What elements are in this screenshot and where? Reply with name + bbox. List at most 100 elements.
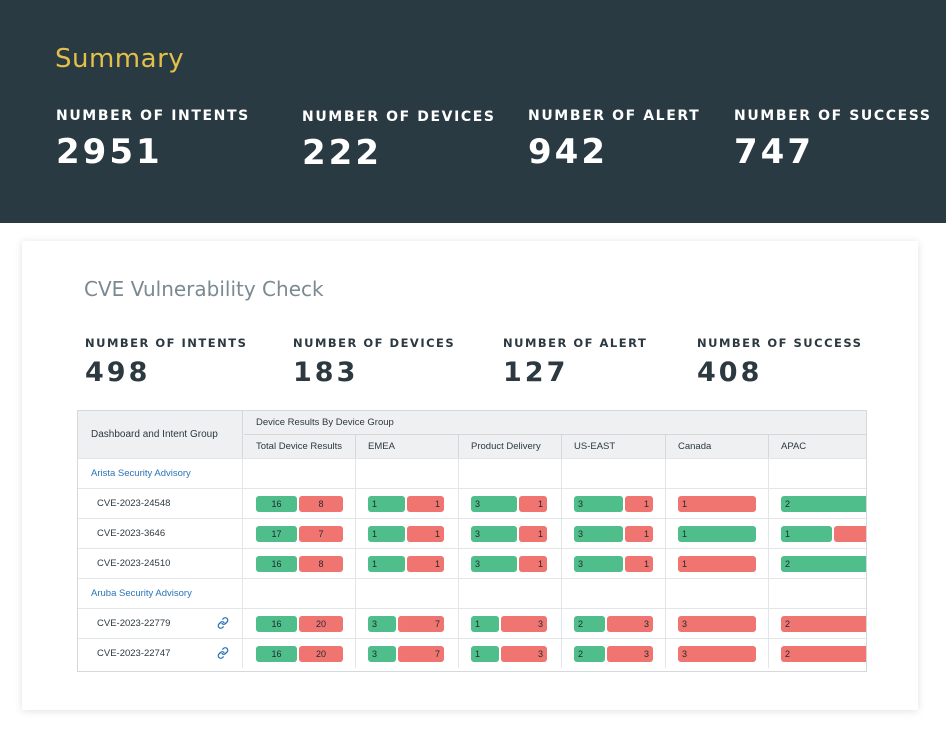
link-icon[interactable] bbox=[217, 647, 229, 659]
success-count-bar[interactable]: 3 bbox=[471, 496, 517, 512]
alert-count-bar[interactable]: 3 bbox=[607, 646, 653, 662]
result-cell-total-device-results: 16 20 bbox=[244, 639, 356, 668]
success-count-bar[interactable]: 1 bbox=[368, 556, 405, 572]
success-count-bar[interactable]: 2 bbox=[781, 556, 866, 572]
alert-count-bar[interactable]: 1 bbox=[678, 496, 756, 512]
card-stat-success: NUMBER OF SUCCESS 408 bbox=[697, 336, 862, 388]
result-cell-canada: 1 bbox=[666, 519, 769, 548]
success-count-bar[interactable]: 16 bbox=[256, 496, 297, 512]
alert-count-bar[interactable]: 3 bbox=[501, 616, 547, 632]
success-count-bar[interactable]: 1 bbox=[678, 526, 756, 542]
alert-count-bar[interactable]: 8 bbox=[299, 496, 343, 512]
alert-count-bar[interactable]: 3 bbox=[501, 646, 547, 662]
success-count-bar[interactable]: 16 bbox=[256, 646, 297, 662]
card-title: CVE Vulnerability Check bbox=[84, 277, 324, 301]
success-count-bar[interactable]: 1 bbox=[471, 616, 499, 632]
table-row: CVE-2023-22747 16 20 3 7 1 3 2 3 3 2 bbox=[78, 638, 866, 668]
alert-count-bar[interactable]: 1 bbox=[678, 556, 756, 572]
success-count-bar[interactable]: 1 bbox=[781, 526, 832, 542]
success-count-bar[interactable]: 2 bbox=[781, 496, 866, 512]
column-header-total-device-results: Total Device Results bbox=[244, 435, 356, 458]
success-count-bar[interactable]: 1 bbox=[368, 496, 405, 512]
alert-count-bar[interactable]: 3 bbox=[678, 646, 756, 662]
alert-count-bar[interactable]: 1 bbox=[519, 496, 547, 512]
success-count-bar[interactable]: 3 bbox=[574, 496, 623, 512]
alert-count-bar[interactable]: 7 bbox=[398, 616, 444, 632]
result-cell-total-device-results bbox=[244, 459, 356, 488]
card-stat-devices: NUMBER OF DEVICES 183 bbox=[293, 336, 455, 388]
stat-label: NUMBER OF SUCCESS bbox=[734, 108, 932, 124]
result-cell-product-delivery bbox=[459, 579, 562, 608]
stat-value: 408 bbox=[697, 357, 763, 388]
alert-count-bar[interactable]: 2 bbox=[781, 646, 866, 662]
alert-count-bar[interactable]: 2 bbox=[781, 616, 866, 632]
success-count-bar[interactable]: 17 bbox=[256, 526, 297, 542]
result-cell-total-device-results: 17 7 bbox=[244, 519, 356, 548]
alert-count-bar[interactable]: 1 bbox=[407, 526, 444, 542]
alert-count-bar[interactable]: 1 bbox=[625, 496, 653, 512]
alert-count-bar[interactable]: 3 bbox=[607, 616, 653, 632]
result-cell-total-device-results: 16 8 bbox=[244, 489, 356, 518]
alert-count-bar[interactable]: 1 bbox=[834, 526, 866, 542]
success-count-bar[interactable]: 3 bbox=[368, 616, 396, 632]
result-cell-apac bbox=[769, 579, 866, 608]
stat-value: 942 bbox=[528, 132, 608, 172]
intent-group-link[interactable]: Aruba Security Advisory bbox=[78, 579, 243, 608]
success-count-bar[interactable]: 3 bbox=[471, 556, 517, 572]
alert-count-bar[interactable]: 7 bbox=[398, 646, 444, 662]
success-count-bar[interactable]: 3 bbox=[471, 526, 517, 542]
alert-count-bar[interactable]: 1 bbox=[625, 526, 653, 542]
alert-count-bar[interactable]: 1 bbox=[407, 556, 444, 572]
result-cell-emea bbox=[356, 459, 459, 488]
stat-value: 2951 bbox=[56, 132, 163, 172]
success-count-bar[interactable]: 3 bbox=[368, 646, 396, 662]
summary-title: Summary bbox=[55, 44, 185, 74]
column-header-product-delivery: Product Delivery bbox=[459, 435, 562, 458]
stat-label: NUMBER OF ALERT bbox=[528, 108, 701, 124]
success-count-bar[interactable]: 16 bbox=[256, 616, 297, 632]
alert-count-bar[interactable]: 1 bbox=[519, 556, 547, 572]
success-count-bar[interactable]: 3 bbox=[574, 556, 623, 572]
success-count-bar[interactable]: 2 bbox=[574, 616, 605, 632]
intent-group-link[interactable]: Arista Security Advisory bbox=[78, 459, 243, 488]
alert-count-bar[interactable]: 20 bbox=[299, 616, 343, 632]
summary-panel: Summary NUMBER OF INTENTS 2951 NUMBER OF… bbox=[0, 0, 946, 223]
result-cell-us-east bbox=[562, 459, 666, 488]
result-cell-apac: 2 bbox=[769, 639, 866, 668]
success-count-bar[interactable]: 1 bbox=[368, 526, 405, 542]
stat-value: 183 bbox=[293, 357, 359, 388]
alert-count-bar[interactable]: 7 bbox=[299, 526, 343, 542]
alert-count-bar[interactable]: 1 bbox=[519, 526, 547, 542]
dashboard-intent-group-header: Dashboard and Intent Group bbox=[78, 411, 243, 458]
intent-name: CVE-2023-22747 bbox=[78, 639, 243, 668]
alert-count-bar[interactable]: 8 bbox=[299, 556, 343, 572]
link-icon[interactable] bbox=[217, 617, 229, 629]
stat-label: NUMBER OF INTENTS bbox=[56, 108, 250, 124]
result-cell-emea bbox=[356, 579, 459, 608]
result-cell-product-delivery bbox=[459, 459, 562, 488]
success-count-bar[interactable]: 16 bbox=[256, 556, 297, 572]
success-count-bar[interactable]: 1 bbox=[471, 646, 499, 662]
result-cell-total-device-results: 16 8 bbox=[244, 549, 356, 578]
success-count-bar[interactable]: 3 bbox=[574, 526, 623, 542]
alert-count-bar[interactable]: 1 bbox=[625, 556, 653, 572]
result-cell-canada: 3 bbox=[666, 639, 769, 668]
success-count-bar[interactable]: 2 bbox=[574, 646, 605, 662]
alert-count-bar[interactable]: 20 bbox=[299, 646, 343, 662]
alert-count-bar[interactable]: 1 bbox=[407, 496, 444, 512]
table-row: CVE-2023-3646177113131111 bbox=[78, 518, 866, 548]
table-header: Dashboard and Intent Group Device Result… bbox=[78, 411, 866, 458]
intent-name: CVE-2023-24510 bbox=[78, 549, 243, 578]
alert-count-bar[interactable]: 3 bbox=[678, 616, 756, 632]
stat-value: 222 bbox=[302, 133, 382, 173]
intent-name: CVE-2023-3646 bbox=[78, 519, 243, 548]
